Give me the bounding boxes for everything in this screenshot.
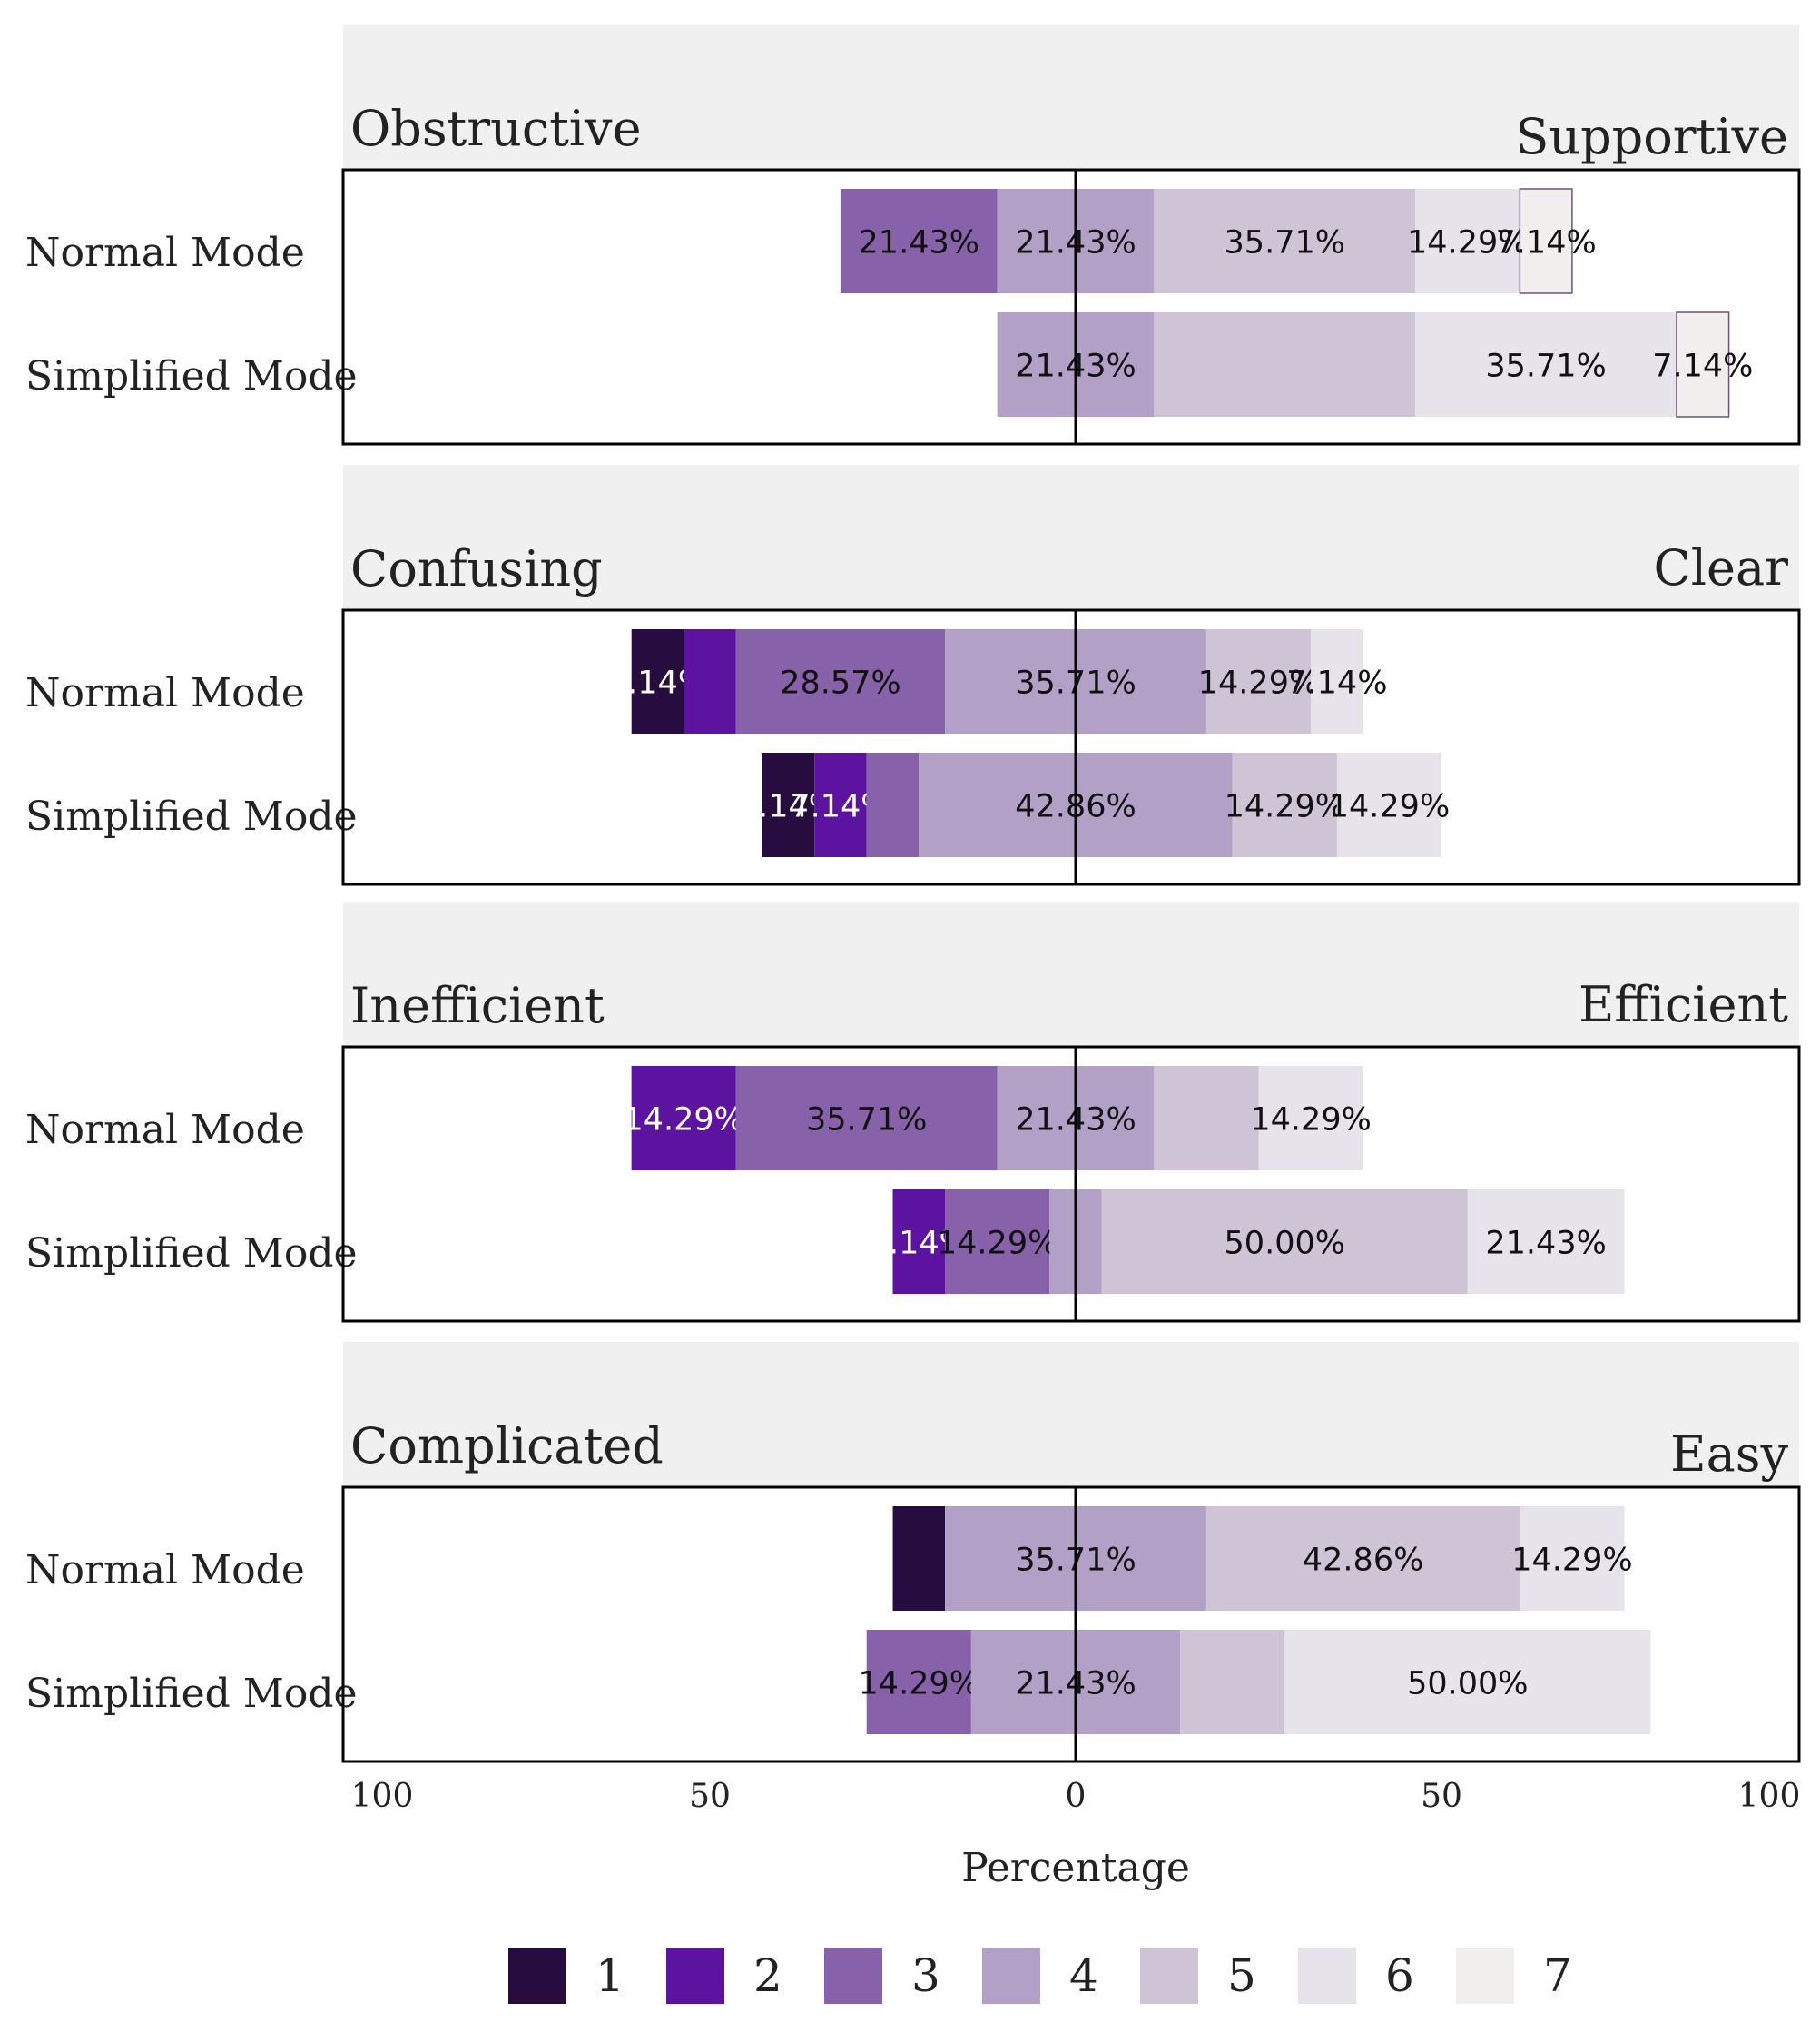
bar-segment [892,1506,946,1611]
bar-data-label: 21.43% [1485,1226,1606,1262]
panel-header-background [343,902,1799,1047]
panel-left-label: Inefficient [350,977,605,1034]
panel-right-label: Supportive [1515,108,1788,165]
legend-label: 3 [911,1949,940,2002]
panel-right-label: Easy [1670,1425,1788,1483]
bar-segment [1232,753,1337,857]
bar-segment [814,753,867,857]
panel-right-label: Clear [1653,539,1788,597]
bar-data-label: 7.14% [1286,666,1387,702]
bar-data-label: 14.29% [1198,666,1319,702]
bar-data-label: 42.86% [1303,1543,1423,1579]
legend-swatch [982,1948,1040,2004]
bar-data-label: 14.29% [1250,1102,1371,1139]
bar-segment [1336,753,1442,857]
legend-swatch [508,1948,566,2004]
row-label: Simplified Mode [25,1230,358,1277]
row-label: Normal Mode [25,230,305,276]
legend-swatch [1456,1948,1514,2004]
x-tick-label: 100 [351,1778,414,1815]
bar-data-label: 14.29% [1225,789,1345,825]
bar-segment [1180,1630,1285,1734]
x-axis-title: Percentage [961,1845,1190,1891]
panel-header-background [343,465,1799,610]
x-tick-label: 50 [689,1778,731,1815]
bar-segment [1676,311,1730,418]
legend-label: 1 [595,1949,625,2002]
panel-left-label: Confusing [350,540,603,597]
bar-segment [892,1189,946,1294]
bar-data-label: 35.71% [1225,225,1345,261]
bar-segment [1154,189,1416,293]
legend-label: 2 [753,1949,782,2002]
bar-segment [1284,1630,1651,1734]
legend-label: 7 [1543,1949,1572,2002]
bar-data-label: 14.29% [1511,1543,1632,1579]
bar-segment [1415,312,1677,417]
legend-label: 5 [1227,1949,1256,2002]
bar-data-label: 14.29% [859,1666,979,1702]
bar-segment [631,629,684,734]
bar-data-label: 35.71% [806,1102,927,1139]
legend-label: 4 [1069,1949,1098,2002]
row-label: Normal Mode [25,1547,305,1593]
bar-data-label: 50.00% [1407,1666,1528,1702]
bar-data-label: 14.29% [1329,789,1450,825]
bar-segment [1258,1066,1363,1170]
x-tick-label: 0 [1066,1778,1087,1815]
legend-swatch [1140,1948,1198,2004]
bar-segment [1415,189,1520,293]
bar-data-label: 21.43% [859,225,979,261]
bar-segment [1467,1189,1625,1294]
panel-plot-box [341,608,1801,886]
row-label: Simplified Mode [25,794,358,840]
panel-right-label: Efficient [1579,976,1788,1033]
bar-segment [631,1066,736,1170]
bar-data-label: 28.57% [780,666,900,702]
bar-segment [735,1066,998,1170]
bar-data-label: 14.29% [1407,225,1528,261]
bar-segment [762,753,815,857]
bar-segment [840,189,998,293]
bar-segment [735,629,946,734]
bar-segment [1520,1506,1625,1611]
panel-header-background [343,25,1799,170]
legend-swatch [824,1948,882,2004]
bar-segment [866,1630,971,1734]
panel-left-label: Complicated [350,1417,664,1475]
bar-data-label: 7.14% [1496,225,1597,261]
bar-data-label: 35.71% [1485,349,1606,385]
panel-left-label: Obstructive [350,100,642,157]
bar-data-label: 7.14% [1652,349,1753,385]
row-label: Normal Mode [25,1107,305,1153]
bar-segment [1519,188,1573,294]
panel-plot-box [341,1485,1801,1763]
bar-segment [945,1189,1050,1294]
bar-segment [1154,1066,1259,1170]
bar-data-label: 14.29% [937,1226,1058,1262]
bar-segment [1154,312,1416,417]
bar-segment [684,629,736,734]
bar-segment [1205,629,1312,734]
panel-plot-box [341,1045,1801,1323]
panel-header-background [343,1342,1799,1487]
bar-segment [1311,629,1363,734]
bar-segment [866,753,920,857]
row-label: Normal Mode [25,670,305,716]
legend-label: 6 [1385,1949,1414,2002]
bar-data-label: 50.00% [1225,1226,1345,1262]
bar-segment [1101,1189,1468,1294]
panel-plot-box [341,168,1801,446]
x-tick-label: 50 [1421,1778,1462,1815]
row-label: Simplified Mode [25,353,358,399]
bar-data-label: 14.29% [623,1102,743,1139]
legend-swatch [1298,1948,1356,2004]
legend-swatch [666,1948,724,2004]
row-label: Simplified Mode [25,1671,358,1717]
bar-segment [1205,1506,1520,1611]
x-tick-label: 100 [1738,1778,1801,1815]
